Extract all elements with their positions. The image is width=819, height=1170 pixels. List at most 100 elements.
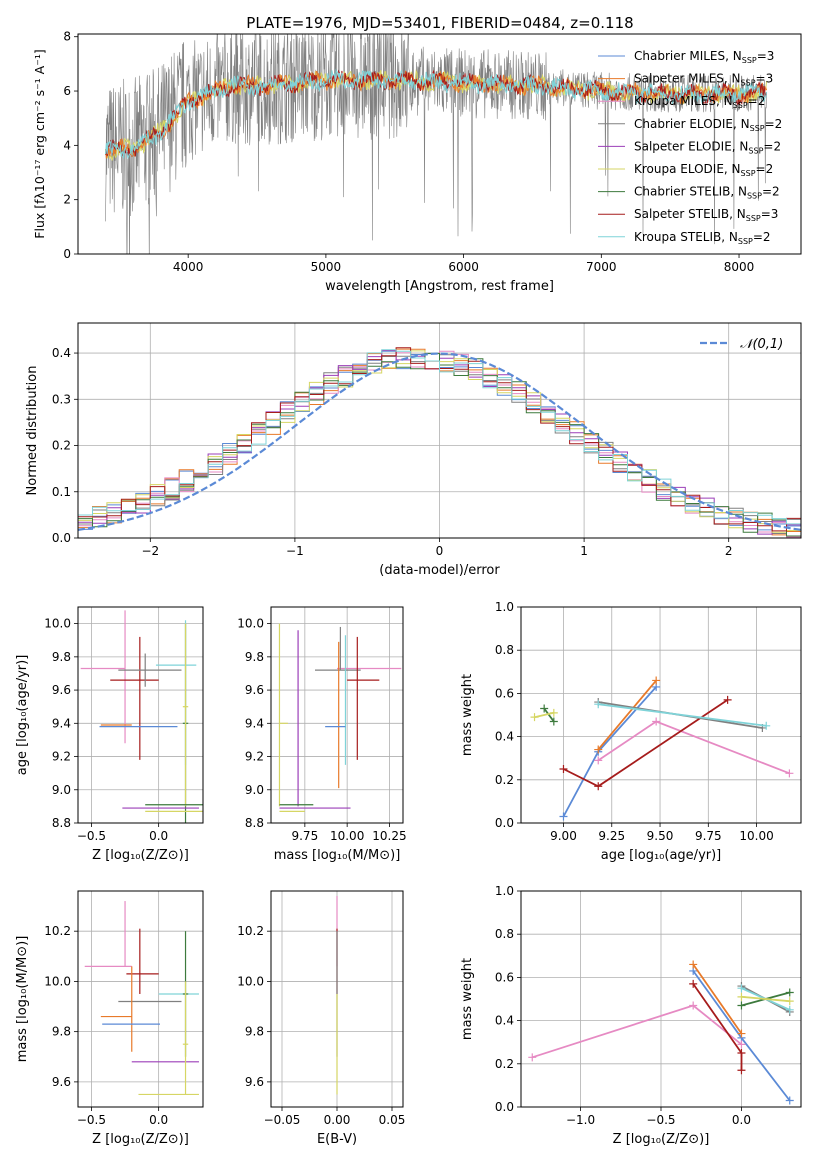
normal-curve-line	[78, 352, 801, 531]
mass_vs_Z-errorbars	[84, 901, 199, 1096]
y-axis-label: mass weight	[460, 958, 475, 1040]
y-tick-label: 0.6	[495, 686, 514, 700]
mass_vs_Z-axes: −0.5 0.0 9.6 9.8 10.0 10.2	[44, 891, 203, 1127]
x-tick-label: −0.5	[77, 829, 106, 843]
weight-point-kroupa_miles	[652, 717, 661, 726]
y-tick-label: 9.8	[52, 1025, 71, 1039]
model-spectrum-kroupa_stelib	[105, 68, 768, 160]
y-tick-label: 0.8	[495, 643, 514, 657]
y-tick-label: 0.0	[495, 816, 514, 830]
residuals-axes: −2 −1 0 1 2 0.0 0.1 0.2 0.3 0.4	[52, 323, 801, 558]
histograms	[78, 347, 801, 538]
x-tick-label: −1.0	[566, 1113, 595, 1127]
histogram-salpeter_stelib	[78, 347, 801, 537]
x-tick-label: 0.00	[324, 1113, 351, 1127]
y-tick-label: 8.8	[52, 816, 71, 830]
spectrum-lines	[105, 34, 768, 254]
x-tick-label: 0.05	[379, 1113, 406, 1127]
y-tick-label: 0.8	[495, 927, 514, 941]
weight-point-kroupa_elodie	[737, 992, 746, 1001]
legend-entry: Salpeter ELODIE, NSSP=2	[634, 139, 781, 155]
y-tick-label: 9.0	[245, 783, 264, 797]
weight-point-kroupa_miles	[785, 769, 794, 778]
mass_vs_Z-frame	[77, 890, 204, 1108]
x-tick-label: 9.25	[598, 829, 625, 843]
y-tick-label: 0	[63, 247, 71, 261]
x-tick-label: 9.00	[550, 829, 577, 843]
model-spectrum-salpeter_stelib	[105, 69, 768, 157]
mass_vs_ebv-axes: −0.05 0.00 0.05 9.6 9.8 10.0 10.2	[237, 891, 405, 1127]
y-tick-label: 4	[63, 138, 71, 152]
x-tick-label: 8000	[724, 260, 755, 274]
y-tick-label: 9.8	[245, 650, 264, 664]
weight-point-salpeter_miles	[652, 676, 661, 685]
weight-line-salpeter_stelib	[563, 699, 729, 788]
y-axis-label: Flux [fλ10⁻¹⁷ erg cm⁻² s⁻¹ A⁻¹]	[32, 49, 47, 238]
x-axis-label: (data-model)/error	[379, 563, 500, 578]
weight_vs_age-lines	[530, 676, 794, 821]
weight-point-salpeter_stelib	[689, 979, 698, 988]
weight-point-salpeter_stelib	[737, 1066, 746, 1075]
weight-line-kroupa_elodie	[534, 711, 555, 719]
y-tick-label: 9.6	[245, 683, 264, 697]
y-tick-label: 0.4	[52, 346, 71, 360]
weight-point-chabrier_stelib	[540, 704, 549, 713]
weight-point-kroupa_elodie	[785, 997, 794, 1006]
weight-line-salpeter_miles	[597, 679, 657, 751]
x-tick-label: −0.05	[264, 1113, 301, 1127]
weight-line-kroupa_stelib	[598, 703, 767, 727]
y-axis-label: mass [log₁₀(M/M⊙)]	[15, 936, 30, 1063]
y-axis-label: mass weight	[460, 674, 475, 756]
weight-point-kroupa_elodie	[530, 713, 539, 722]
y-tick-label: 2	[63, 193, 71, 207]
y-tick-label: 9.6	[52, 1075, 71, 1089]
legend-entry: Salpeter STELIB, NSSP=3	[634, 207, 778, 223]
x-axis-label: mass [log₁₀(M/M⊙)]	[274, 848, 401, 863]
weight-point-kroupa_stelib	[785, 1005, 794, 1014]
y-tick-label: 1.0	[495, 884, 514, 898]
x-tick-label: 10.00	[330, 829, 364, 843]
y-tick-label: 9.6	[52, 683, 71, 697]
weight_vs_age-axes: 9.00 9.25 9.50 9.75 10.00 0.0 0.2 0.4 0.6 0.8 1.0	[495, 600, 801, 843]
x-tick-label: 6000	[448, 260, 479, 274]
y-tick-label: 0.4	[495, 730, 514, 744]
y-tick-label: 9.6	[245, 1075, 264, 1089]
model-spectrum-kroupa_elodie	[105, 69, 768, 161]
x-tick-label: −0.5	[77, 1113, 106, 1127]
age_vs_mass-errorbars	[278, 623, 402, 812]
y-tick-label: 0.3	[52, 392, 71, 406]
y-tick-label: 9.2	[245, 750, 264, 764]
x-tick-label: 0.0	[149, 1113, 168, 1127]
x-tick-label: 1	[580, 544, 588, 558]
y-tick-label: 9.0	[52, 783, 71, 797]
age_vs_mass-frame	[270, 606, 404, 824]
spectrum-legend: Chabrier MILES, NSSP=3 Salpeter MILES, NS…	[598, 49, 782, 246]
age_vs_Z-frame	[77, 606, 204, 824]
weight-point-salpeter_stelib	[559, 765, 568, 773]
weight-point-salpeter_miles	[737, 1029, 746, 1038]
legend-entry: Chabrier MILES, NSSP=3	[634, 49, 774, 65]
residuals-frame	[77, 322, 802, 539]
y-tick-label: 6	[63, 84, 71, 98]
x-axis-label: age [log₁₀(age/yr)]	[601, 848, 722, 863]
y-tick-label: 10.2	[44, 924, 71, 938]
legend-entry: Kroupa MILES, NSSP=2	[634, 94, 765, 110]
y-tick-label: 9.8	[245, 1025, 264, 1039]
weight-line-kroupa_elodie	[741, 995, 790, 1003]
x-tick-label: −2	[141, 544, 159, 558]
mass_vs_ebv-frame	[270, 890, 404, 1108]
x-axis-label: Z [log₁₀(Z/Z⊙)]	[92, 1132, 189, 1147]
x-tick-label: 2	[725, 544, 733, 558]
age_vs_mass-axes: 9.75 10.00 10.25 8.8 9.0 9.2 9.4 9.6 9.8 10.0	[237, 607, 407, 843]
y-tick-label: 10.0	[44, 617, 71, 631]
weight_vs_Z-axes: −1.0 −0.5 0.0 0.0 0.2 0.4 0.6 0.8 1.0	[495, 884, 801, 1127]
y-tick-label: 9.4	[52, 716, 71, 730]
weight-point-chabrier_miles	[785, 1096, 794, 1105]
weight_vs_Z-lines	[528, 960, 794, 1105]
legend-entry: Chabrier ELODIE, NSSP=2	[634, 117, 782, 133]
spectrum-axes: 4000 5000 6000 7000 8000 0 2 4 6 8	[63, 30, 754, 274]
x-tick-label: 9.50	[647, 829, 674, 843]
y-tick-label: 0.0	[495, 1100, 514, 1114]
x-tick-label: 9.75	[291, 829, 318, 843]
